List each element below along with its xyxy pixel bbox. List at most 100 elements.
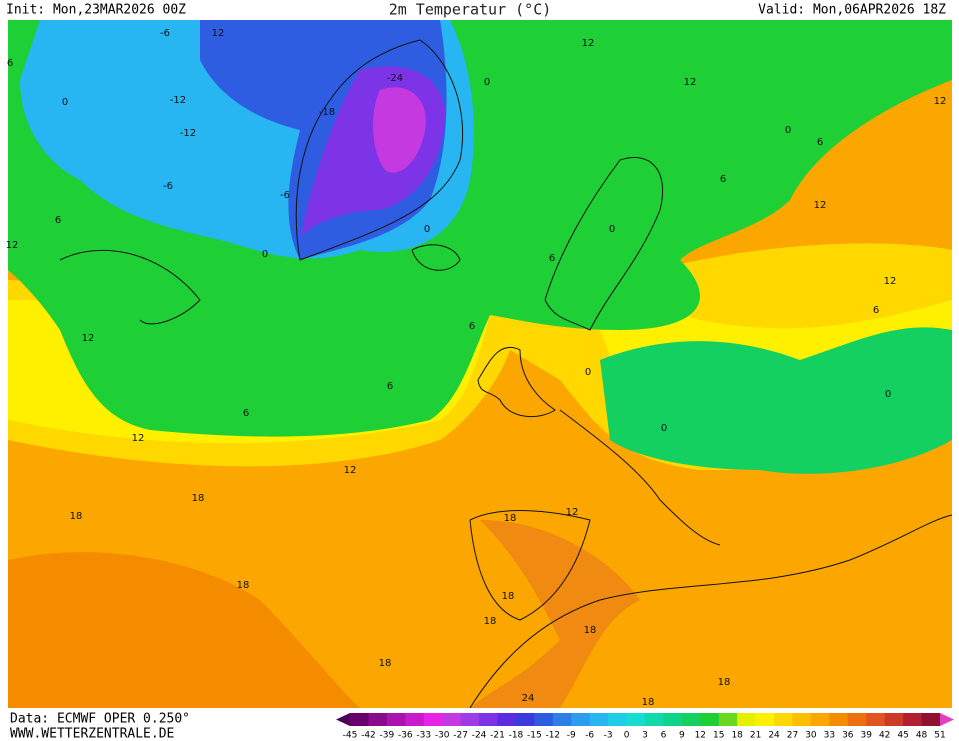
coastline xyxy=(295,39,464,261)
colorbar-swatch xyxy=(534,713,554,726)
colorbar-swatch xyxy=(423,713,443,726)
colorbar-tick-label: 33 xyxy=(824,731,835,741)
colorbar-swatch xyxy=(921,713,941,726)
contour-label: 6 xyxy=(469,321,475,332)
contour-label: 18 xyxy=(70,511,83,522)
init-time: Init: Mon,23MAR2026 00Z xyxy=(6,3,186,18)
coastline xyxy=(469,510,591,621)
colorbar-tick-label: -39 xyxy=(380,731,395,741)
contour-label: 0 xyxy=(585,367,591,378)
colorbar-tick-label: 9 xyxy=(679,731,685,741)
colorbar-swatch xyxy=(386,713,406,726)
contour-label: -6 xyxy=(160,28,170,39)
warm-zone xyxy=(8,552,360,708)
header-bar xyxy=(0,0,959,20)
colorbar-tick-label: 12 xyxy=(695,731,706,741)
colorbar-tick-label: 3 xyxy=(642,731,648,741)
contour-label: 18 xyxy=(504,513,517,524)
colorbar-tick-label: 24 xyxy=(768,731,780,741)
colorbar-tick-label: 48 xyxy=(916,731,928,741)
coastline xyxy=(477,346,556,418)
contour-label: 18 xyxy=(192,493,205,504)
colorbar-tick-label: 15 xyxy=(713,731,724,741)
contour-label: 24 xyxy=(522,693,535,704)
colorbar-tick-label: 36 xyxy=(842,731,854,741)
colorbar-tick-label: -6 xyxy=(585,731,594,741)
contour-label: 18 xyxy=(584,625,597,636)
colorbar-tick-label: -24 xyxy=(472,731,487,741)
contour-label: 0 xyxy=(785,125,791,136)
colorbar-tick-label: 27 xyxy=(787,731,798,741)
colorbar-swatch xyxy=(645,713,664,726)
colorbar-swatch xyxy=(460,713,480,726)
contour-label: 0 xyxy=(885,389,891,400)
colorbar-tick-label: -45 xyxy=(343,731,358,741)
contour-label: 12 xyxy=(684,77,697,88)
contour-labels: -6 12 6 0 -12 -6 -18 -24 -6 0 0 6 6 0 12 12 12 6 0 6 12 0 12 6 1… xyxy=(6,28,947,708)
colorbar-swatch xyxy=(571,713,591,726)
contour-label: 18 xyxy=(718,677,731,688)
colorbar-swatch xyxy=(829,713,849,726)
warm-zone xyxy=(470,520,640,708)
colorbar-swatch xyxy=(497,713,517,726)
contour-label: 0 xyxy=(262,249,268,260)
colorbar-tick-label: -9 xyxy=(567,731,576,741)
colorbar-swatch xyxy=(442,713,462,726)
contour-label: 0 xyxy=(484,77,490,88)
colorbar-swatch xyxy=(608,713,628,726)
data-source: Data: ECMWF OPER 0.250° xyxy=(10,712,190,727)
colorbar-tick-label: 18 xyxy=(731,731,743,741)
colorbar-swatch xyxy=(405,713,425,726)
contour-label: 0 xyxy=(661,423,667,434)
colorbar-tick-label: -21 xyxy=(490,731,505,741)
colorbar-swatch xyxy=(350,713,369,726)
colorbar-swatch xyxy=(718,713,738,726)
coastline xyxy=(544,156,664,331)
colorbar-arrow xyxy=(336,713,350,726)
map: -6 12 6 0 -12 -6 -18 -24 -6 0 0 6 6 0 12 12 12 6 0 6 12 0 12 6 1… xyxy=(6,20,953,709)
contour-label: 12 xyxy=(82,333,95,344)
contour-label: 12 xyxy=(814,200,827,211)
colorbar-swatch xyxy=(552,713,572,726)
cold-zone xyxy=(600,327,952,474)
colorbar-tick-label: -15 xyxy=(527,731,542,741)
contour-label: 12 xyxy=(566,507,579,518)
contour-label: -24 xyxy=(387,73,403,84)
colorbar-tick-label: -3 xyxy=(604,731,613,741)
extreme-frost-zone xyxy=(373,87,426,173)
contour-label: 6 xyxy=(873,305,879,316)
coastline xyxy=(469,514,953,709)
colorbar: -45 -42 -39 -36 -33 -30 -27 -24 -21 -18 -15 -12 -9 -6… xyxy=(336,713,954,741)
contour-label: 12 xyxy=(212,28,225,39)
colorbar-swatch xyxy=(368,713,388,726)
colorbar-tick-label: 51 xyxy=(934,731,945,741)
colorbar-swatch xyxy=(774,713,793,726)
contour-label: -6 xyxy=(163,181,173,192)
colorbar-tick-label: 42 xyxy=(879,731,890,741)
contour-label: 0 xyxy=(424,224,430,235)
contour-label: 6 xyxy=(817,137,823,148)
colorbar-tick-label: -42 xyxy=(361,731,376,741)
coastlines xyxy=(59,39,953,709)
contour-label: 6 xyxy=(243,408,249,419)
contour-label: 0 xyxy=(609,224,615,235)
contour-label: 0 xyxy=(62,97,68,108)
contour-label: 12 xyxy=(132,433,145,444)
colorbar-tick-label: 45 xyxy=(897,731,908,741)
coastline xyxy=(59,249,201,325)
contour-label: 12 xyxy=(6,240,19,251)
colorbar-tick-label: -12 xyxy=(545,731,560,741)
contour-label: -18 xyxy=(319,107,335,118)
colorbar-tick-label: -33 xyxy=(416,731,431,741)
valid-time: Valid: Mon,06APR2026 18Z xyxy=(758,3,946,18)
contour-label: 12 xyxy=(344,465,357,476)
contour-label: 6 xyxy=(720,174,726,185)
colorbar-swatch xyxy=(663,713,683,726)
contour-label: 18 xyxy=(237,580,250,591)
colorbar-swatch xyxy=(810,713,830,726)
contour-label: 6 xyxy=(55,215,61,226)
colorbar-swatch xyxy=(681,713,701,726)
colorbar-tick-label: 21 xyxy=(750,731,761,741)
